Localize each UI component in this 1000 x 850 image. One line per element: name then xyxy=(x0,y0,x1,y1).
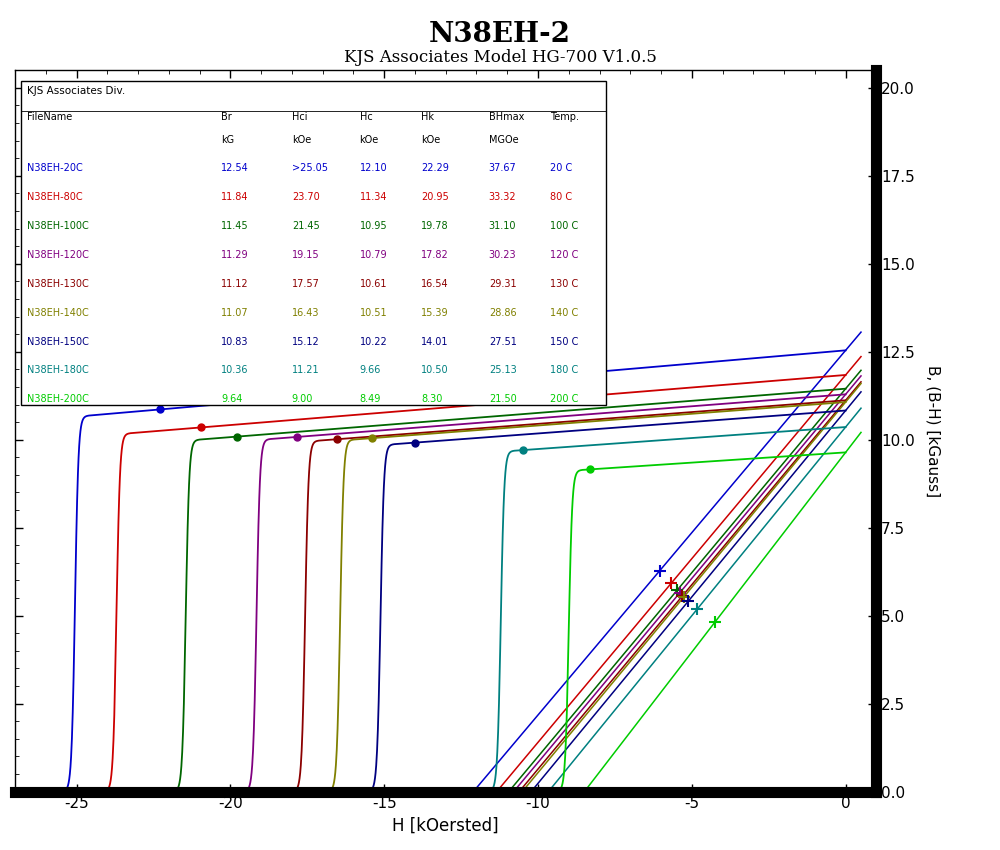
Text: BHmax: BHmax xyxy=(489,112,524,122)
Text: 30.23: 30.23 xyxy=(489,250,516,260)
Text: 10.36: 10.36 xyxy=(221,366,249,376)
X-axis label: H [kOersted]: H [kOersted] xyxy=(392,817,499,835)
Text: 12.54: 12.54 xyxy=(221,163,249,173)
Text: 8.49: 8.49 xyxy=(360,394,381,405)
Text: 16.54: 16.54 xyxy=(421,279,449,289)
Text: 33.32: 33.32 xyxy=(489,192,516,202)
Text: N38EH-120C: N38EH-120C xyxy=(27,250,89,260)
Y-axis label: B, (B-H) [kGauss]: B, (B-H) [kGauss] xyxy=(925,365,940,497)
Text: Br: Br xyxy=(221,112,232,122)
Text: 11.29: 11.29 xyxy=(221,250,249,260)
Text: 120 C: 120 C xyxy=(550,250,579,260)
Text: 31.10: 31.10 xyxy=(489,221,516,231)
Text: 17.82: 17.82 xyxy=(421,250,449,260)
Text: 9.66: 9.66 xyxy=(360,366,381,376)
Text: 9.00: 9.00 xyxy=(292,394,313,405)
Text: 8.30: 8.30 xyxy=(421,394,442,405)
Text: 10.61: 10.61 xyxy=(360,279,387,289)
Text: kOe: kOe xyxy=(360,135,379,145)
Text: 100 C: 100 C xyxy=(550,221,579,231)
Text: 11.45: 11.45 xyxy=(221,221,249,231)
Text: kOe: kOe xyxy=(421,135,440,145)
Text: KJS Associates Div.: KJS Associates Div. xyxy=(27,86,126,96)
Text: 22.29: 22.29 xyxy=(421,163,449,173)
Text: N38EH-2: N38EH-2 xyxy=(429,21,571,48)
Text: N38EH-100C: N38EH-100C xyxy=(27,221,89,231)
Text: 10.95: 10.95 xyxy=(360,221,387,231)
Text: 27.51: 27.51 xyxy=(489,337,517,347)
Text: N38EH-80C: N38EH-80C xyxy=(27,192,83,202)
Text: 130 C: 130 C xyxy=(550,279,579,289)
Text: 17.57: 17.57 xyxy=(292,279,320,289)
Text: 21.45: 21.45 xyxy=(292,221,320,231)
Text: 12.10: 12.10 xyxy=(360,163,387,173)
Text: 80 C: 80 C xyxy=(550,192,572,202)
Text: N38EH-180C: N38EH-180C xyxy=(27,366,89,376)
Text: 10.79: 10.79 xyxy=(360,250,387,260)
Text: 180 C: 180 C xyxy=(550,366,579,376)
Text: N38EH-130C: N38EH-130C xyxy=(27,279,89,289)
Text: 10.83: 10.83 xyxy=(221,337,249,347)
Text: 9.64: 9.64 xyxy=(221,394,242,405)
Text: 25.13: 25.13 xyxy=(489,366,517,376)
Text: 23.70: 23.70 xyxy=(292,192,320,202)
Text: Hc: Hc xyxy=(360,112,372,122)
Text: 11.34: 11.34 xyxy=(360,192,387,202)
Text: KJS Associates Model HG-700 V1.0.5: KJS Associates Model HG-700 V1.0.5 xyxy=(344,49,656,66)
Text: 29.31: 29.31 xyxy=(489,279,516,289)
Text: N38EH-20C: N38EH-20C xyxy=(27,163,83,173)
Text: 15.39: 15.39 xyxy=(421,308,449,318)
Text: MGOe: MGOe xyxy=(489,135,518,145)
Bar xyxy=(21,81,606,405)
Text: 15.12: 15.12 xyxy=(292,337,320,347)
Text: kG: kG xyxy=(221,135,234,145)
Text: 16.43: 16.43 xyxy=(292,308,319,318)
Text: 10.51: 10.51 xyxy=(360,308,387,318)
Text: 19.15: 19.15 xyxy=(292,250,320,260)
Text: N38EH-200C: N38EH-200C xyxy=(27,394,89,405)
Text: kOe: kOe xyxy=(292,135,311,145)
Text: 10.50: 10.50 xyxy=(421,366,449,376)
Text: 11.21: 11.21 xyxy=(292,366,320,376)
Text: 28.86: 28.86 xyxy=(489,308,516,318)
Text: 14.01: 14.01 xyxy=(421,337,449,347)
Text: Hk: Hk xyxy=(421,112,434,122)
Text: 37.67: 37.67 xyxy=(489,163,517,173)
Text: Temp.: Temp. xyxy=(550,112,579,122)
Text: 11.84: 11.84 xyxy=(221,192,249,202)
Text: 11.07: 11.07 xyxy=(221,308,249,318)
Text: N38EH-150C: N38EH-150C xyxy=(27,337,89,347)
Text: >25.05: >25.05 xyxy=(292,163,328,173)
Text: 21.50: 21.50 xyxy=(489,394,517,405)
Text: 19.78: 19.78 xyxy=(421,221,449,231)
Text: N38EH-140C: N38EH-140C xyxy=(27,308,89,318)
Text: 140 C: 140 C xyxy=(550,308,579,318)
Text: Hci: Hci xyxy=(292,112,307,122)
Text: 10.22: 10.22 xyxy=(360,337,387,347)
Text: 20.95: 20.95 xyxy=(421,192,449,202)
Text: FileName: FileName xyxy=(27,112,73,122)
Text: 11.12: 11.12 xyxy=(221,279,249,289)
Text: 200 C: 200 C xyxy=(550,394,579,405)
Text: 150 C: 150 C xyxy=(550,337,579,347)
Text: 20 C: 20 C xyxy=(550,163,573,173)
